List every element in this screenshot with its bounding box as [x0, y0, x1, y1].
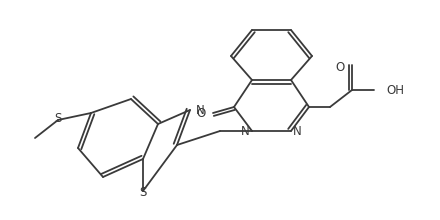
Text: S: S: [139, 185, 147, 198]
Text: N: N: [241, 125, 250, 138]
Text: O: O: [336, 61, 345, 73]
Text: S: S: [54, 112, 62, 125]
Text: OH: OH: [386, 84, 404, 97]
Text: N: N: [196, 103, 205, 117]
Text: O: O: [197, 106, 206, 119]
Text: N: N: [293, 125, 302, 138]
